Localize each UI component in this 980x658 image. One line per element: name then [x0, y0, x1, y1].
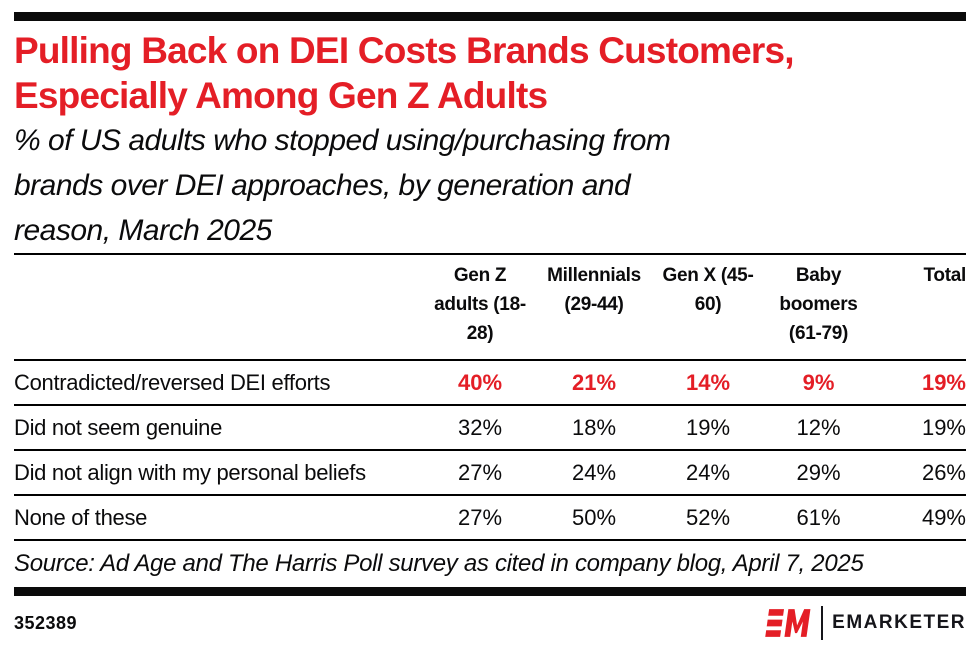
- logo-wordmark: EMARKETER: [832, 612, 966, 633]
- table-cell: 18%: [537, 405, 651, 451]
- corner-cell: [14, 254, 423, 361]
- column-header: Total: [872, 254, 966, 361]
- table-cell: 19%: [651, 405, 765, 451]
- bottom-rule-bar: [14, 587, 966, 596]
- table-cell: 40%: [423, 360, 537, 406]
- row-label: None of these: [14, 495, 423, 541]
- table-cell: 50%: [537, 495, 651, 541]
- column-header: Gen Z adults (18-28): [423, 254, 537, 361]
- logo-divider: [821, 606, 824, 640]
- table-header-row: Gen Z adults (18-28) Millennials (29-44) G…: [14, 254, 966, 361]
- data-table: Gen Z adults (18-28) Millennials (29-44) G…: [14, 253, 966, 541]
- table-cell: 9%: [765, 360, 872, 406]
- emarketer-logo: EMARKETER: [764, 606, 966, 640]
- table-row: Did not seem genuine 32% 18% 19% 12% 19%: [14, 405, 966, 451]
- chart-id: 352389: [14, 612, 78, 633]
- column-header: Millennials (29-44): [537, 254, 651, 361]
- subtitle-line-1: % of US adults who stopped using/purchas…: [14, 124, 671, 157]
- top-rule-bar: [14, 12, 966, 21]
- table-cell: 29%: [765, 450, 872, 496]
- row-label: Did not seem genuine: [14, 405, 423, 451]
- column-header: Gen X (45-60): [651, 254, 765, 361]
- chart-page: Pulling Back on DEI Costs Brands Custome…: [0, 12, 980, 640]
- subtitle-line-2: brands over DEI approaches, by generatio…: [14, 169, 631, 202]
- page-title: Pulling Back on DEI Costs Brands Custome…: [14, 28, 966, 118]
- table-cell: 12%: [765, 405, 872, 451]
- subtitle-line-3: reason, March 2025: [14, 214, 272, 247]
- table-row: Did not align with my personal beliefs 27…: [14, 450, 966, 496]
- table-cell: 27%: [423, 450, 537, 496]
- table-cell: 26%: [872, 450, 966, 496]
- table-cell: 52%: [651, 495, 765, 541]
- table-row: Contradicted/reversed DEI efforts 40% 21% 1…: [14, 360, 966, 406]
- footer: 352389 EMARKETER: [14, 596, 966, 640]
- column-header: Baby boomers (61-79): [765, 254, 872, 361]
- table-cell: 49%: [872, 495, 966, 541]
- table-cell: 14%: [651, 360, 765, 406]
- page-subtitle: % of US adults who stopped using/purchas…: [14, 118, 966, 253]
- title-line-1: Pulling Back on DEI Costs Brands Custome…: [14, 30, 795, 71]
- row-label: Contradicted/reversed DEI efforts: [14, 360, 423, 406]
- row-label: Did not align with my personal beliefs: [14, 450, 423, 496]
- table-row: None of these 27% 50% 52% 61% 49%: [14, 495, 966, 541]
- title-line-2: Especially Among Gen Z Adults: [14, 75, 548, 116]
- table-body: Contradicted/reversed DEI efforts 40% 21% 1…: [14, 360, 966, 541]
- emarketer-logo-mark: [765, 609, 811, 637]
- table-cell: 24%: [651, 450, 765, 496]
- table-cell: 19%: [872, 360, 966, 406]
- table-cell: 24%: [537, 450, 651, 496]
- table-cell: 27%: [423, 495, 537, 541]
- table-cell: 32%: [423, 405, 537, 451]
- table-cell: 19%: [872, 405, 966, 451]
- table-cell: 61%: [765, 495, 872, 541]
- source-note: Source: Ad Age and The Harris Poll surve…: [14, 550, 864, 577]
- table-cell: 21%: [537, 360, 651, 406]
